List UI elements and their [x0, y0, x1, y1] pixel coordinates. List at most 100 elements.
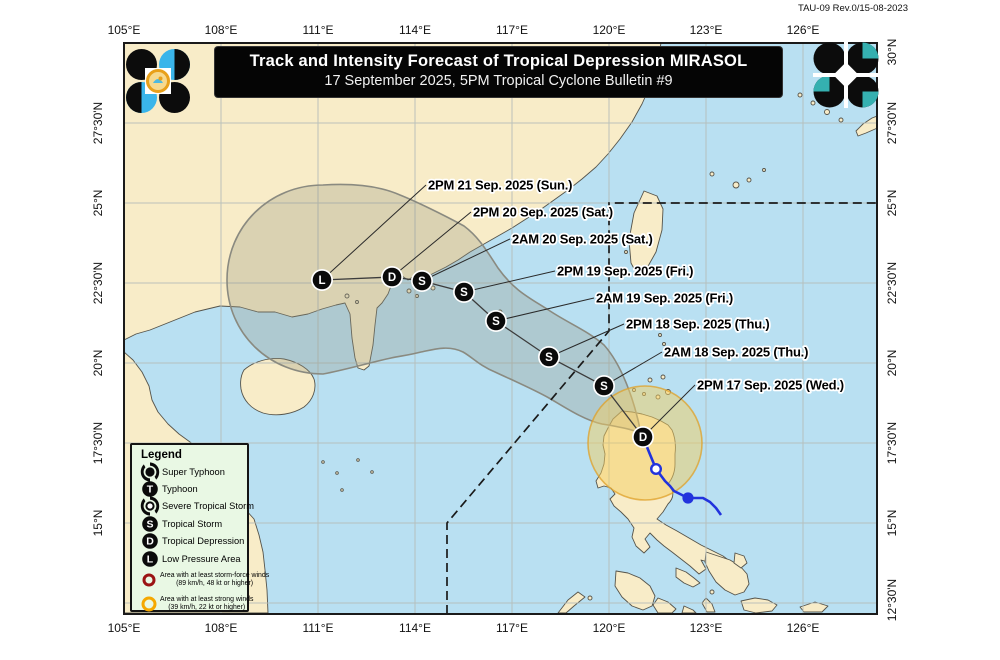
legend-item-label: Low Pressure Area: [162, 553, 241, 564]
svg-text:D: D: [146, 536, 154, 548]
legend-box: Legend Super Typhoon T Typhoon Severe Tropi…: [130, 443, 269, 615]
latitude-label-left: 17°30'N: [91, 421, 105, 465]
wind-area-line1: Area with at least storm-force winds: [160, 571, 270, 579]
island-dot: [838, 117, 844, 123]
marker-symbol: D: [388, 272, 396, 284]
label-leader-line: [642, 384, 696, 438]
island-dot: [824, 109, 830, 115]
wind-area-line2: (89 km/h, 48 kt or higher): [176, 579, 254, 587]
latitude-label-right: 30°N: [885, 38, 899, 66]
legend-wind-areas: Area with at least storm-force winds (89 …: [139, 568, 269, 615]
marker-symbol: S: [545, 352, 553, 364]
longitude-label-bottom: 114°E: [399, 621, 431, 635]
longitude-label-bottom: 108°E: [204, 621, 238, 635]
longitude-label-bottom: 120°E: [592, 621, 626, 635]
low-pressure-area-icon: L: [142, 550, 158, 567]
label-leader-line: [495, 297, 595, 322]
island-dot: [370, 470, 374, 474]
legend-item-typhoon: T Typhoon: [139, 480, 247, 497]
label-leader-line: [603, 351, 663, 387]
track-point-marker-S: [454, 282, 474, 302]
label-leader-line: [421, 238, 511, 282]
taiwan-island: [628, 190, 664, 277]
track-point-label: 2PM 19 Sep. 2025 (Fri.): [557, 264, 693, 279]
latitude-label-left: 22°30'N: [91, 261, 105, 305]
legend-items: Super Typhoon T Typhoon Severe Tropical Sto…: [139, 462, 254, 567]
latitude-label-left: 15°N: [91, 509, 105, 537]
marker-symbol: S: [600, 381, 608, 393]
island-dot: [430, 285, 436, 291]
graticule-grid: [124, 43, 877, 614]
island-dot: [335, 471, 339, 475]
marker-symbol: L: [318, 275, 325, 287]
longitude-label-bottom: 117°E: [496, 621, 528, 635]
track-point-marker-S: [412, 271, 432, 291]
label-leader-line: [391, 211, 472, 278]
marker-symbol: D: [639, 432, 647, 444]
dost-logo: [813, 42, 879, 108]
svg-text:T: T: [147, 484, 154, 496]
wind-area-line1: Area with at least strong winds: [160, 595, 254, 603]
island-dot: [797, 92, 803, 98]
legend-item-label: Severe Tropical Storm: [162, 501, 254, 512]
document-reference: TAU-09 Rev.0/15-08-2023: [797, 3, 908, 14]
past-track-line: [641, 436, 723, 516]
island-dot: [340, 488, 344, 492]
longitude-label-top: 123°E: [689, 23, 723, 37]
longitude-label-top: 105°E: [107, 23, 141, 37]
latitude-label-right: 17°30'N: [885, 421, 899, 465]
latitude-label-right: 22°30'N: [885, 261, 899, 305]
island-dot: [587, 595, 593, 601]
longitude-label-bottom: 123°E: [689, 621, 723, 635]
island-dot: [762, 168, 766, 172]
marker-symbol: S: [460, 287, 468, 299]
latitude-label-right: 12°30'N: [885, 578, 899, 622]
latitude-label-right: 27°30'N: [885, 101, 899, 145]
island-dot: [344, 293, 350, 299]
legend-item-tropical-depression: D Tropical Depression: [139, 533, 247, 550]
tropical-depression-icon: D: [142, 533, 158, 550]
tropical-storm-icon: S: [142, 516, 158, 532]
longitude-label-top: 120°E: [592, 23, 626, 37]
longitude-label-top: 114°E: [399, 23, 431, 37]
legend-item-tropical-storm: S Tropical Storm: [139, 515, 247, 532]
legend-item-severe-tropical-storm: Severe Tropical Storm: [139, 496, 254, 517]
island-dot: [355, 300, 359, 304]
track-point-label: 2PM 17 Sep. 2025 (Wed.): [697, 378, 844, 393]
svg-text:S: S: [146, 519, 153, 531]
legend-item-label: Typhoon: [162, 484, 198, 495]
label-leader-line: [321, 184, 427, 281]
island-dot: [732, 181, 740, 189]
longitude-label-bottom: 105°E: [107, 621, 141, 635]
track-point-marker-D: [382, 267, 402, 287]
wind-area-ring-icon: [141, 596, 157, 612]
longitude-label-top: 111°E: [302, 23, 334, 37]
longitude-label-bottom: 111°E: [302, 621, 334, 635]
pagasa-logo: [126, 49, 190, 113]
track-point-marker-S: [486, 311, 506, 331]
track-point-label: 2AM 20 Sep. 2025 (Sat.): [512, 232, 653, 247]
latitude-label-left: 27°30'N: [91, 101, 105, 145]
marker-symbol: S: [492, 316, 500, 328]
legend-item-label: Super Typhoon: [162, 466, 225, 477]
island-dot: [658, 333, 662, 337]
track-point-label: 2PM 18 Sep. 2025 (Thu.): [626, 317, 770, 332]
track-point-label: 2PM 20 Sep. 2025 (Sat.): [473, 205, 613, 220]
severe-tropical-storm-icon: [140, 496, 160, 517]
legend-wind-area-strong: Area with at least strong winds (39 km/h,…: [139, 592, 253, 615]
island-dot: [321, 460, 325, 464]
legend-item-low-pressure-area: L Low Pressure Area: [139, 550, 247, 567]
label-leader-line: [548, 323, 625, 358]
past-position-open-marker: [650, 463, 663, 476]
label-leader-line: [463, 270, 556, 293]
wind-area-ring-icon: [142, 573, 156, 587]
track-point-label: 2AM 19 Sep. 2025 (Fri.): [596, 291, 733, 306]
marker-symbol: S: [418, 276, 426, 288]
legend-item-label: Tropical Depression: [162, 536, 245, 547]
track-point-label: 2PM 21 Sep. 2025 (Sun.): [428, 178, 572, 193]
latitude-label-right: 25°N: [885, 189, 899, 217]
catanduanes-island: [733, 552, 748, 569]
island-dot: [662, 342, 666, 346]
latitude-label-right: 20°N: [885, 349, 899, 377]
